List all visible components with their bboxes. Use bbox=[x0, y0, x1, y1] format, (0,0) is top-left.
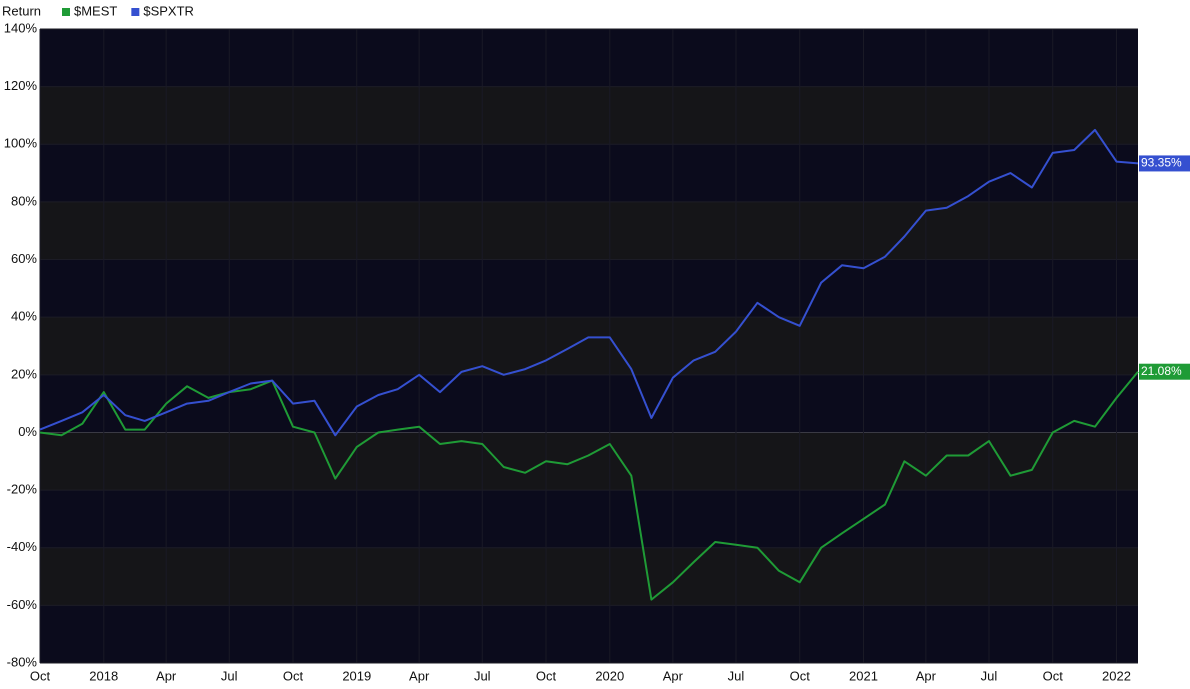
x-tick-label: Jul bbox=[728, 668, 745, 683]
y-tick-label: -80% bbox=[7, 654, 38, 669]
y-tick-label: 40% bbox=[11, 309, 37, 324]
end-label: 93.35% bbox=[1141, 156, 1182, 170]
grid-band bbox=[40, 201, 1138, 260]
legend-label: $SPXTR bbox=[143, 3, 194, 18]
y-tick-label: -40% bbox=[7, 539, 38, 554]
y-tick-label: 60% bbox=[11, 251, 37, 266]
x-tick-label: Apr bbox=[663, 668, 684, 683]
legend-swatch bbox=[131, 8, 140, 16]
legend-label: $MEST bbox=[74, 3, 117, 18]
x-tick-label: 2018 bbox=[89, 668, 118, 683]
x-tick-label: Apr bbox=[409, 668, 430, 683]
x-tick-label: Apr bbox=[156, 668, 177, 683]
x-tick-label: Oct bbox=[283, 668, 304, 683]
x-tick-label: 2019 bbox=[342, 668, 371, 683]
legend-swatch bbox=[62, 8, 70, 16]
end-label: 21.08% bbox=[1141, 364, 1182, 378]
x-tick-label: 2022 bbox=[1102, 668, 1131, 683]
y-tick-label: 20% bbox=[11, 366, 37, 381]
y-tick-label: 120% bbox=[4, 78, 38, 93]
x-tick-label: 2021 bbox=[849, 668, 878, 683]
x-tick-label: Jul bbox=[221, 668, 238, 683]
x-tick-label: Oct bbox=[790, 668, 811, 683]
x-tick-label: Apr bbox=[916, 668, 937, 683]
x-tick-label: Jul bbox=[981, 668, 998, 683]
grid-band bbox=[40, 317, 1138, 375]
grid-band bbox=[40, 547, 1138, 606]
x-tick-label: Oct bbox=[1043, 668, 1064, 683]
grid-band bbox=[40, 432, 1138, 491]
x-tick-label: Oct bbox=[536, 668, 557, 683]
y-tick-label: 0% bbox=[18, 424, 37, 439]
y-tick-label: -20% bbox=[7, 482, 38, 497]
end-label-box bbox=[1139, 155, 1190, 172]
x-tick-label: 2020 bbox=[595, 668, 624, 683]
y-tick-label: -60% bbox=[7, 597, 38, 612]
y-axis-label: Return bbox=[2, 3, 41, 18]
x-tick-label: Jul bbox=[474, 668, 491, 683]
grid-band bbox=[40, 86, 1138, 145]
series-line bbox=[39, 128, 1139, 437]
y-tick-label: 100% bbox=[4, 136, 38, 151]
y-tick-label: 80% bbox=[11, 193, 37, 208]
y-tick-label: 140% bbox=[4, 20, 38, 35]
x-tick-label: Oct bbox=[30, 668, 51, 683]
end-label-box bbox=[1139, 363, 1190, 380]
